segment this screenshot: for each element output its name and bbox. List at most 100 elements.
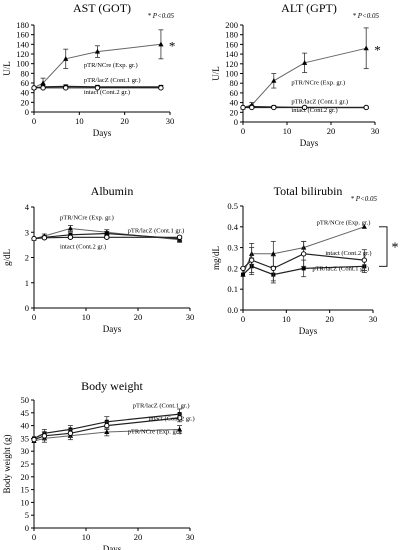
y-axis-label: Body weight (g) xyxy=(2,435,12,494)
data-point-circle xyxy=(31,235,37,242)
x-tick-label: 10 xyxy=(82,312,91,322)
x-axis-label: Days xyxy=(93,128,112,138)
y-tick-label: 3 xyxy=(25,227,29,237)
series-annotation: pTR/NCre (Exp. gr.) xyxy=(317,220,371,227)
series-annotation: pTR/lacZ (Cont.1 gr.) xyxy=(128,227,185,234)
y-tick-label: 20 xyxy=(21,97,30,107)
data-point-square xyxy=(241,272,245,277)
data-point-circle xyxy=(301,251,307,257)
data-point-triangle xyxy=(63,56,69,61)
data-point-triangle xyxy=(158,41,164,47)
data-point-triangle xyxy=(40,80,46,85)
chart-title: ALT (GPT) xyxy=(281,1,337,15)
y-tick-label: 10 xyxy=(21,497,30,507)
data-point-triangle xyxy=(94,48,101,54)
chart-panel: AST (GOT)* P<0.0502040608010012014016018… xyxy=(2,1,175,138)
data-series xyxy=(240,240,367,282)
data-series xyxy=(240,27,369,110)
x-tick-label: 0 xyxy=(32,312,36,322)
data-point-triangle xyxy=(177,426,183,432)
x-tick-label: 30 xyxy=(186,532,195,542)
y-tick-label: 200 xyxy=(225,20,238,30)
y-tick-label: 25 xyxy=(21,459,30,469)
y-tick-label: 20 xyxy=(21,472,30,482)
y-tick-label: 2 xyxy=(25,253,29,263)
chart-panel: ALT (GPT)* P<0.0502040608010012014016018… xyxy=(211,1,381,148)
data-series xyxy=(31,234,183,242)
x-tick-label: 10 xyxy=(82,532,91,542)
data-point-triangle xyxy=(361,224,367,229)
data-point-circle xyxy=(240,265,246,272)
y-tick-label: 15 xyxy=(21,485,30,495)
data-point-triangle xyxy=(104,429,110,434)
data-point-circle xyxy=(270,265,276,272)
series-annotation: pTR/NCre (Exp. gr.) xyxy=(291,80,345,87)
y-tick-label: 50 xyxy=(21,395,30,405)
significance-star: * xyxy=(374,42,381,57)
y-axis-label: mg/dL xyxy=(211,246,221,270)
data-point-circle xyxy=(63,85,69,91)
significance-note: * P<0.05 xyxy=(353,12,380,20)
significance-star: * xyxy=(392,241,399,256)
y-tick-label: 160 xyxy=(225,39,238,49)
y-tick-label: 0 xyxy=(25,107,29,117)
y-tick-label: 0 xyxy=(234,117,238,127)
y-tick-label: 5 xyxy=(25,510,29,520)
data-point-circle xyxy=(104,422,110,429)
data-point-circle xyxy=(94,85,101,91)
series-annotation: intact (Cont.2 gr.) xyxy=(325,250,371,257)
x-tick-label: 10 xyxy=(75,116,84,126)
chart-title: AST (GOT) xyxy=(73,1,131,15)
y-tick-label: 180 xyxy=(16,20,29,30)
y-tick-label: 0.1 xyxy=(227,284,238,294)
x-tick-label: 10 xyxy=(283,126,292,136)
data-point-circle xyxy=(67,234,74,240)
chart-title: Body weight xyxy=(81,379,143,393)
data-point-triangle xyxy=(270,251,276,256)
data-point-triangle xyxy=(67,225,73,231)
y-tick-label: 100 xyxy=(225,69,238,79)
series-annotation: intact (Cont.2 gr.) xyxy=(84,89,130,96)
series-annotation: intact (Cont.2 gr.) xyxy=(148,415,194,422)
data-point-circle xyxy=(31,437,37,443)
x-tick-label: 30 xyxy=(166,116,175,126)
data-point-circle xyxy=(361,257,367,263)
data-point-triangle xyxy=(271,77,277,83)
chart-title: Total bilirubin xyxy=(274,184,343,198)
x-tick-label: 0 xyxy=(32,532,36,542)
y-tick-label: 0.5 xyxy=(227,201,238,211)
y-tick-label: 120 xyxy=(225,59,238,69)
x-tick-label: 0 xyxy=(32,116,36,126)
series-annotation: pTR/NCre (Exp. gr.) xyxy=(84,62,138,69)
significance-bracket xyxy=(379,226,388,267)
x-tick-label: 20 xyxy=(325,314,334,324)
data-point-circle xyxy=(271,104,277,111)
data-series xyxy=(31,85,164,91)
data-point-circle xyxy=(301,104,308,111)
significance-star: * xyxy=(169,38,176,53)
y-tick-label: 180 xyxy=(225,30,238,40)
data-point-circle xyxy=(158,85,164,91)
x-tick-label: 0 xyxy=(241,126,245,136)
data-point-circle xyxy=(249,257,255,263)
x-tick-label: 20 xyxy=(327,126,336,136)
y-tick-label: 35 xyxy=(21,433,30,443)
y-tick-label: 60 xyxy=(21,78,30,88)
y-tick-label: 0.4 xyxy=(227,222,238,232)
x-axis-label: Days xyxy=(103,324,122,334)
y-tick-label: 0 xyxy=(25,303,29,313)
data-point-circle xyxy=(249,104,255,111)
series-annotation: pTR/NCre (Exp. gr.) xyxy=(128,428,182,435)
y-tick-label: 0 xyxy=(25,523,29,533)
x-tick-label: 30 xyxy=(371,126,380,136)
data-point-circle xyxy=(176,234,183,240)
series-annotation: pTR/NCre (Exp. gr.) xyxy=(60,215,114,222)
x-axis-label: Days xyxy=(103,544,122,550)
y-tick-label: 30 xyxy=(21,446,30,456)
y-tick-label: 45 xyxy=(21,408,30,418)
series-annotation: intact (Cont.2 gr.) xyxy=(60,244,106,251)
x-tick-label: 30 xyxy=(369,314,378,324)
y-tick-label: 60 xyxy=(230,88,239,98)
x-tick-label: 10 xyxy=(282,314,291,324)
